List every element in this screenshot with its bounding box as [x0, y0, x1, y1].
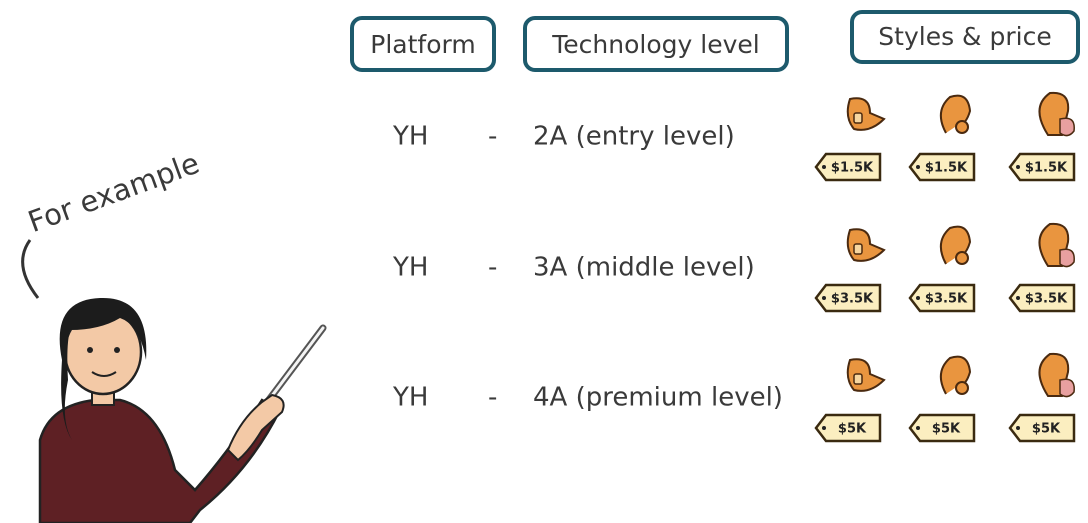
header-box	[523, 16, 789, 72]
style-item: $5K	[908, 355, 976, 443]
annotation: For example	[24, 146, 204, 239]
technology-level: 4A (premium level)	[533, 383, 783, 413]
hearing-aid-detail	[853, 243, 863, 255]
price-tag	[908, 283, 976, 313]
speech-mark	[21, 239, 40, 299]
price: $1.5K	[925, 161, 968, 176]
separator: -	[488, 253, 497, 283]
platform: YH	[392, 383, 428, 413]
header-box	[350, 16, 496, 72]
tag-hole	[1016, 296, 1020, 300]
style-item: $5K	[814, 358, 886, 443]
style-item: $1.5K	[814, 97, 886, 182]
tag-hole	[1016, 165, 1020, 169]
price-tag	[814, 283, 882, 313]
style-item: $3.5K	[1008, 222, 1076, 313]
hearing-aid-receiver	[955, 251, 969, 265]
platform: YH	[392, 253, 428, 283]
price: $5K	[1032, 422, 1061, 437]
style-item: $3.5K	[908, 225, 976, 313]
technology-level: 3A (middle level)	[533, 253, 755, 283]
tag-hole	[916, 296, 920, 300]
price-tag	[1008, 413, 1076, 443]
tag-hole	[822, 296, 826, 300]
price-tag	[908, 152, 976, 182]
style-item: $1.5K	[908, 94, 976, 182]
technology-level: 2A (entry level)	[533, 122, 735, 152]
teacher-illustration	[38, 297, 327, 523]
platform: YH	[392, 122, 428, 152]
price: $5K	[932, 422, 961, 437]
header-box	[850, 10, 1080, 64]
tag-hole	[916, 426, 920, 430]
price-tag	[1008, 152, 1076, 182]
hearing-aid-detail	[853, 373, 863, 385]
price-tag	[908, 413, 976, 443]
hearing-aid-detail	[853, 112, 863, 124]
price: $3.5K	[831, 292, 874, 307]
price-tag	[1008, 283, 1076, 313]
tag-hole	[1016, 426, 1020, 430]
hearing-aid-ite	[846, 228, 886, 262]
header: Platform	[370, 30, 475, 59]
header: Technology level	[551, 30, 759, 59]
price: $5K	[838, 422, 867, 437]
hearing-aid-mold	[1059, 378, 1075, 398]
hearing-aid-ite	[846, 358, 886, 392]
hearing-aid-mold	[1059, 117, 1075, 137]
hearing-aid-ite	[846, 97, 886, 131]
price: $3.5K	[925, 292, 968, 307]
header: Styles & price	[878, 22, 1051, 51]
price-tag	[814, 413, 882, 443]
price-tag	[814, 152, 882, 182]
style-item: $3.5K	[814, 228, 886, 313]
hearing-aid-mold	[1059, 248, 1075, 268]
tag-hole	[916, 165, 920, 169]
separator: -	[488, 122, 497, 152]
price: $1.5K	[831, 161, 874, 176]
separator: -	[488, 383, 497, 413]
tag-hole	[822, 165, 826, 169]
price: $3.5K	[1025, 292, 1068, 307]
hearing-aid-receiver	[955, 381, 969, 395]
price: $1.5K	[1025, 161, 1068, 176]
style-item: $5K	[1008, 352, 1076, 443]
hearing-aid-receiver	[955, 120, 969, 134]
style-item: $1.5K	[1008, 91, 1076, 182]
tag-hole	[822, 426, 826, 430]
